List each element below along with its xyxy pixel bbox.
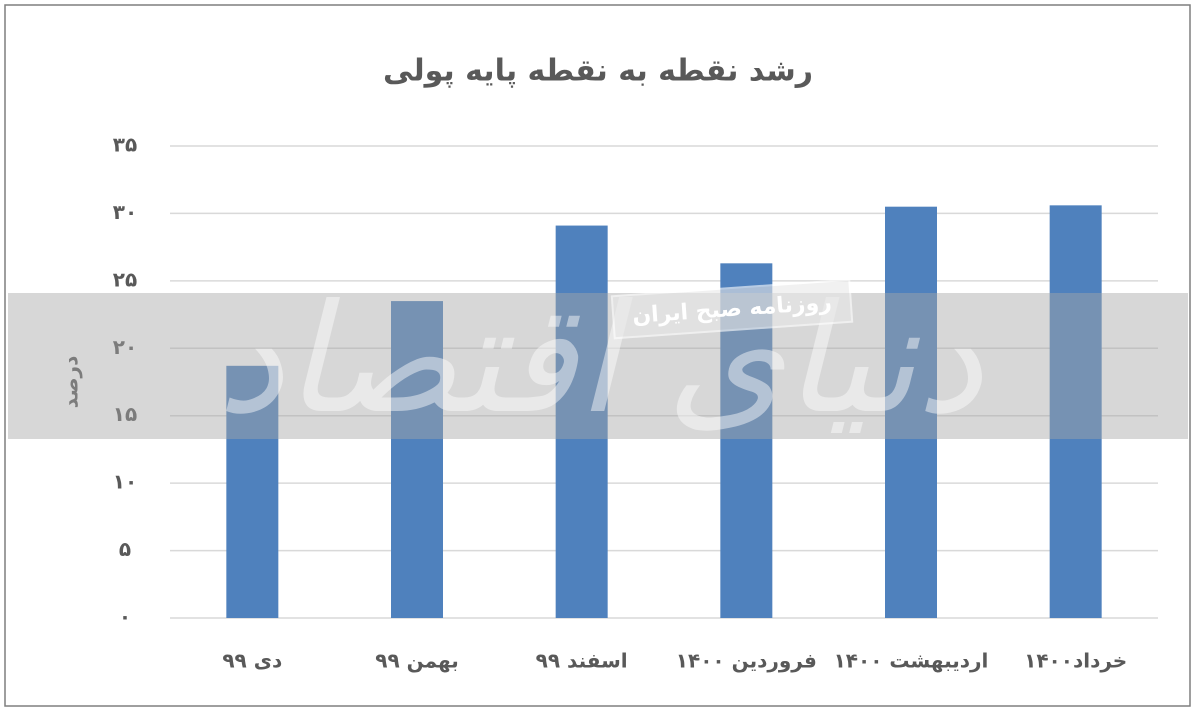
x-tick-label: اسفند ۹۹ (536, 649, 628, 673)
brand-watermark: دنیای اقتصاد (217, 273, 984, 447)
bar (1049, 205, 1102, 618)
bar (555, 225, 608, 618)
y-tick-label: ۳۵ (113, 133, 137, 157)
watermark-band (8, 293, 1188, 439)
x-tick-label: اردیبهشت ۱۴۰۰ (834, 649, 989, 673)
y-tick-label: ۱۰ (113, 470, 137, 494)
y-tick-label: ۲۰ (113, 335, 137, 359)
y-axis-label: درصد (59, 356, 83, 409)
watermark-box (610, 278, 854, 340)
x-tick-label: خرداد۱۴۰۰ (1024, 649, 1127, 673)
bar (885, 206, 937, 618)
y-tick-label: ۵ (119, 537, 131, 561)
x-tick-label: فروردین ۱۴۰۰ (676, 649, 817, 673)
y-tick-label: ۲۵ (113, 267, 137, 291)
x-tick-label: بهمن ۹۹ (375, 649, 459, 673)
bar (226, 365, 279, 618)
x-tick-label: دی ۹۹ (222, 649, 282, 673)
y-tick-label: ۱۵ (113, 402, 137, 426)
y-tick-label: ۰ (119, 605, 131, 629)
y-tick-label: ۳۰ (113, 200, 137, 224)
plot-area: ۰ ۵ ۱۰ ۱۵ ۲۰ ۲۵ ۳۰ ۳۵ دی ۹۹ بهمن ۹۹ اسفند ۹۹ فروردی… (113, 133, 1158, 673)
chart-title: رشد نقطه به نقطه پایه پولی (383, 54, 813, 89)
bar (391, 301, 443, 618)
